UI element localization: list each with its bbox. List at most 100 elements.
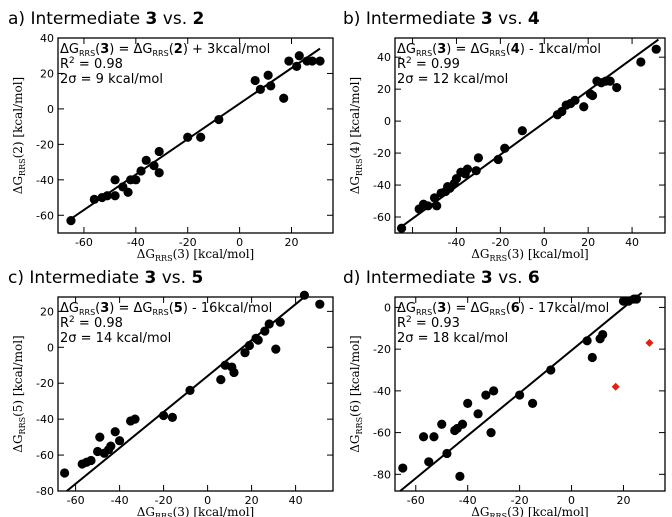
data-point	[102, 191, 112, 201]
data-point	[396, 223, 407, 233]
data-point	[462, 164, 473, 174]
data-point	[636, 57, 646, 67]
y-axis-label: ΔGRRS(4) [kcal/mol]	[348, 77, 364, 194]
data-point	[418, 432, 429, 442]
title-text: vs.	[493, 9, 528, 29]
y-axis-label-text: (2) [kcal/mol]	[11, 77, 25, 159]
plot-frame	[394, 296, 666, 492]
panel-title: d) Intermediate 3 vs. 6	[343, 268, 540, 288]
data-point	[115, 436, 125, 446]
x-tick-label: -20	[155, 494, 173, 507]
data-point	[284, 56, 294, 66]
data-point	[106, 441, 116, 451]
x-axis-label-text: ΔG	[471, 505, 489, 517]
data-point	[437, 419, 447, 429]
r-squared-value: = 0.98	[75, 57, 123, 72]
equation-text: ) - 16kcal/mol	[183, 301, 272, 316]
equation-text: (	[169, 301, 174, 316]
data-point	[651, 44, 661, 54]
y-axis-label-text: ΔG	[11, 176, 25, 194]
data-point	[315, 56, 325, 66]
data-point	[167, 412, 177, 422]
y-axis-label-text: (6) [kcal/mol]	[348, 335, 362, 417]
x-axis-label: ΔGRRS(3) [kcal/mol]	[137, 247, 254, 263]
x-tick-label: 0	[236, 236, 243, 249]
data-point	[250, 75, 260, 86]
panel-c: c) Intermediate 3 vs. 5-60 -40 -20 0 20 40-80…	[8, 268, 334, 517]
panel-b: b) Intermediate 3 vs. 4-40 -20 0 20 40-60-40…	[343, 9, 666, 263]
y-axis-label-sub: RRS	[18, 417, 27, 435]
y-tick-label: 40	[377, 51, 391, 64]
data-point	[493, 154, 503, 165]
y-tick-label: 20	[40, 305, 54, 318]
x-tick-label: -20	[179, 236, 197, 249]
title-compound-a: 3	[144, 268, 156, 288]
title-compound-b: 4	[528, 9, 540, 29]
data-point	[141, 155, 151, 165]
y-axis-label-text: ΔG	[348, 434, 362, 452]
title-compound-b: 5	[191, 268, 203, 288]
data-point	[240, 348, 250, 358]
data-point	[60, 468, 70, 478]
y-tick-label: 20	[377, 83, 391, 96]
data-point	[527, 398, 538, 408]
y-tick-label: 0	[384, 301, 391, 314]
title-compound-a: 3	[481, 268, 493, 288]
panel-title: a) Intermediate 3 vs. 2	[8, 9, 204, 29]
y-tick-label: -20	[36, 377, 54, 390]
data-point	[457, 419, 468, 429]
r-squared-annotation: R2 = 0.99	[397, 56, 460, 72]
equation-text: ) + 3kcal/mol	[183, 42, 270, 57]
title-text: a) Intermediate	[8, 9, 146, 29]
x-axis-label-sub: RRS	[490, 512, 508, 517]
equation-text: (	[95, 301, 100, 316]
y-axis-label-sub: RRS	[355, 417, 364, 435]
data-point	[185, 385, 195, 396]
x-axis-label-sub: RRS	[490, 254, 508, 263]
plot-frame	[57, 296, 334, 492]
y-tick-label: -40	[373, 385, 391, 398]
data-point	[266, 81, 276, 91]
data-point	[424, 457, 434, 467]
data-point	[66, 215, 76, 226]
data-point	[500, 143, 510, 153]
data-point	[582, 336, 592, 346]
y-tick-label: 0	[384, 115, 391, 128]
data-point	[299, 290, 309, 300]
x-tick-label: -60	[67, 494, 85, 507]
title-text: vs.	[493, 268, 528, 288]
sigma-annotation: 2σ = 14 kcal/mol	[60, 331, 171, 346]
sigma-annotation: 2σ = 18 kcal/mol	[397, 331, 508, 346]
equation-compound: 2	[174, 42, 183, 57]
r-squared-annotation: R2 = 0.93	[397, 315, 460, 331]
r-squared-value: = 0.99	[412, 57, 460, 72]
y-axis-label-sub: RRS	[355, 158, 364, 176]
y-tick-label: -60	[373, 211, 391, 224]
data-point	[131, 175, 141, 185]
equation-text: ΔG	[60, 301, 79, 316]
data-point	[423, 201, 433, 211]
equation-compound: 3	[437, 301, 446, 316]
equation-compound: 5	[174, 301, 183, 316]
data-point	[110, 191, 120, 201]
panel-d: d) Intermediate 3 vs. 6-60 -40 -20 0 20-80-6…	[343, 268, 666, 517]
x-tick-label: -40	[459, 494, 477, 507]
y-axis-label-sub: RRS	[18, 158, 27, 176]
data-point	[89, 194, 99, 204]
equation-text: (	[506, 42, 511, 57]
data-point	[136, 166, 146, 176]
y-tick-label: 0	[47, 341, 54, 354]
equation-compound: 6	[511, 301, 520, 316]
x-tick-label: -60	[75, 236, 93, 249]
r-squared-sup: 2	[69, 56, 75, 66]
equation-compound: 3	[437, 42, 446, 57]
data-point	[292, 61, 302, 71]
y-axis-label: ΔGRRS(6) [kcal/mol]	[348, 335, 364, 452]
title-compound-a: 3	[146, 9, 158, 29]
equation-text: (	[95, 42, 100, 57]
data-point	[123, 187, 133, 197]
x-tick-label: 40	[289, 494, 303, 507]
y-axis-label: ΔGRRS(5) [kcal/mol]	[11, 335, 27, 452]
panel-title: c) Intermediate 3 vs. 5	[8, 268, 203, 288]
data-point	[264, 319, 274, 329]
